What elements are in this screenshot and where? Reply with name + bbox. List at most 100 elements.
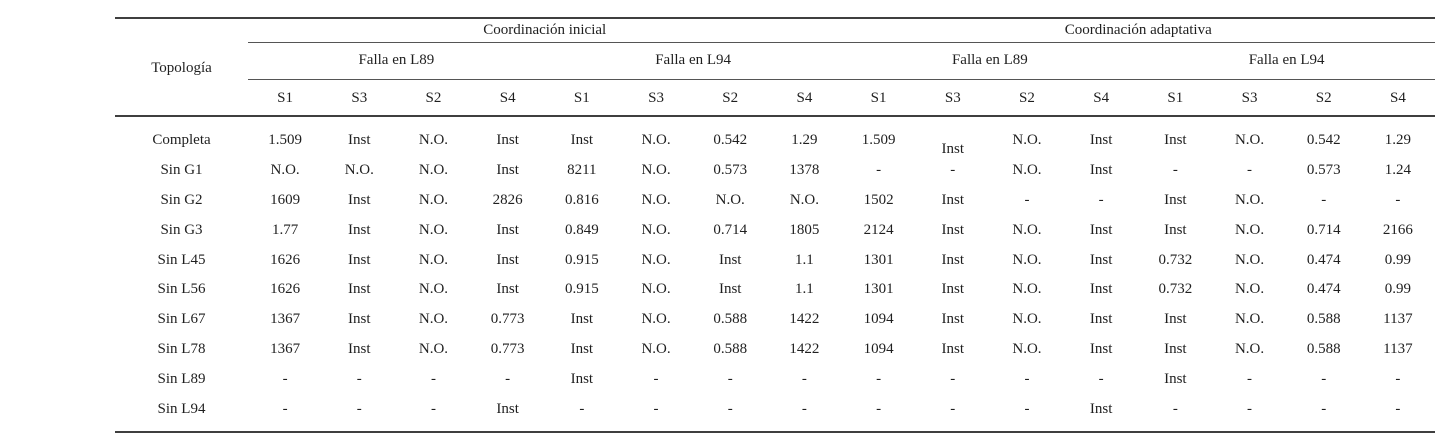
table-cell: 1.29 (791, 132, 818, 149)
row-label: Sin L94 (157, 400, 206, 417)
table-cell: Inst (496, 281, 519, 298)
group-header-coordinacion-adaptativa: Coordinación adaptativa (1064, 22, 1212, 38)
table-cell: - (876, 400, 882, 417)
table-cell: N.O. (1234, 281, 1265, 298)
table-cell: Inst (1164, 340, 1187, 357)
table-cell: - (950, 400, 956, 417)
table-cell: 0.714 (1306, 221, 1341, 238)
table-cell: Inst (348, 281, 371, 298)
table-cell: - (282, 370, 288, 387)
relay-header: S4 (1093, 89, 1110, 106)
rule-under-coordination-headers (248, 42, 1435, 43)
table-cell: N.O. (1012, 340, 1042, 357)
table-cell: 0.773 (490, 340, 525, 357)
table-cell: 1.509 (861, 132, 896, 149)
table-cell: 0.915 (564, 251, 599, 268)
table-cell: 0.816 (564, 191, 599, 208)
table-cell: N.O. (1234, 311, 1265, 328)
table-cell: N.O. (1234, 340, 1265, 357)
table-cell: - (653, 370, 659, 387)
table-cell: 1422 (789, 340, 820, 357)
table-cell: - (950, 370, 956, 387)
table-cell: 8211 (567, 162, 597, 179)
table-cell: Inst (1164, 370, 1187, 387)
table-cell: - (1098, 191, 1104, 208)
table-cell: N.O. (715, 191, 745, 208)
table-cell: Inst (1089, 162, 1113, 179)
relay-header: S2 (1315, 89, 1332, 106)
table-cell: N.O. (1234, 191, 1265, 208)
table-cell: 1301 (863, 281, 894, 298)
table-cell: Inst (348, 191, 371, 208)
table-cell: N.O. (641, 311, 671, 328)
table-cell: N.O. (1012, 162, 1042, 179)
relay-header: S3 (648, 89, 664, 106)
table-cell: 1378 (789, 162, 820, 179)
table-cell: Inst (348, 221, 371, 238)
results-table: Topología Coordinación inicial Coordinació… (115, 17, 1435, 433)
table-cell: - (950, 162, 956, 179)
table-cell: 0.588 (713, 311, 748, 328)
table-cell: 0.99 (1384, 281, 1412, 298)
table-cell: - (1395, 370, 1401, 387)
table-cell: N.O. (641, 281, 671, 298)
relay-header: S2 (425, 89, 442, 106)
table-cell: N.O. (344, 162, 374, 179)
relay-header: S2 (722, 89, 739, 106)
table-cell: - (1024, 400, 1030, 417)
table-cell: 1626 (270, 251, 301, 268)
table-cell: N.O. (1012, 251, 1042, 268)
table-cell: 1805 (789, 221, 820, 238)
table-cell: Inst (1089, 132, 1113, 149)
table-cell: - (356, 370, 362, 387)
table-cell: Inst (1089, 251, 1113, 268)
table-cell: 0.542 (1306, 132, 1341, 149)
table-cell: 0.474 (1306, 251, 1341, 268)
relay-header: S1 (277, 89, 294, 106)
table-cell: - (282, 400, 288, 417)
table-cell: 0.474 (1306, 281, 1341, 298)
table-cell: Inst (941, 221, 965, 238)
fault-header: Falla en L89 (358, 52, 435, 68)
table-cell: Inst (570, 370, 594, 387)
rule-under-fault-headers (248, 79, 1435, 80)
table-cell: - (876, 370, 882, 387)
table-cell: Inst (941, 340, 965, 357)
table-cell: - (1172, 162, 1178, 179)
table-cell: 0.542 (713, 132, 748, 149)
table-cell: N.O. (1234, 221, 1265, 238)
fault-header: Falla en L94 (1248, 52, 1325, 68)
table-cell: Inst (1089, 311, 1113, 328)
table-cell: Inst (1089, 221, 1113, 238)
table-cell: 1301 (863, 251, 894, 268)
table-cell: Inst (348, 340, 371, 357)
table-cell: 1.77 (271, 221, 299, 238)
table-cell: N.O. (1012, 281, 1042, 298)
table-cell: Inst (718, 281, 742, 298)
table-cell: N.O. (1012, 311, 1042, 328)
relay-header: S4 (499, 89, 516, 106)
table-cell: 0.588 (1306, 311, 1341, 328)
table-cell: Inst (348, 132, 371, 149)
table-cell: N.O. (641, 340, 671, 357)
relay-header: S1 (870, 89, 887, 106)
table-cell: 0.588 (1306, 340, 1341, 357)
table-cell: N.O. (270, 162, 300, 179)
relay-header: S3 (351, 89, 368, 106)
table-cell: Inst (941, 311, 965, 328)
row-label: Sin G1 (160, 162, 203, 179)
table-cell: - (430, 370, 436, 387)
row-label: Sin L78 (157, 340, 206, 357)
row-label: Sin L89 (157, 370, 206, 387)
table-cell: N.O. (418, 340, 449, 357)
relay-header: S2 (1019, 89, 1035, 106)
table-cell: N.O. (418, 251, 449, 268)
rule-under-relay-headers (115, 115, 1435, 117)
table-grid: Topología Coordinación inicial Coordinació… (115, 19, 1435, 431)
table-cell: 1137 (1383, 340, 1413, 357)
table-cell: Inst (496, 162, 519, 179)
table-cell: Inst (1089, 340, 1113, 357)
relay-header: S1 (1167, 89, 1184, 106)
table-cell: 1.1 (795, 251, 814, 268)
